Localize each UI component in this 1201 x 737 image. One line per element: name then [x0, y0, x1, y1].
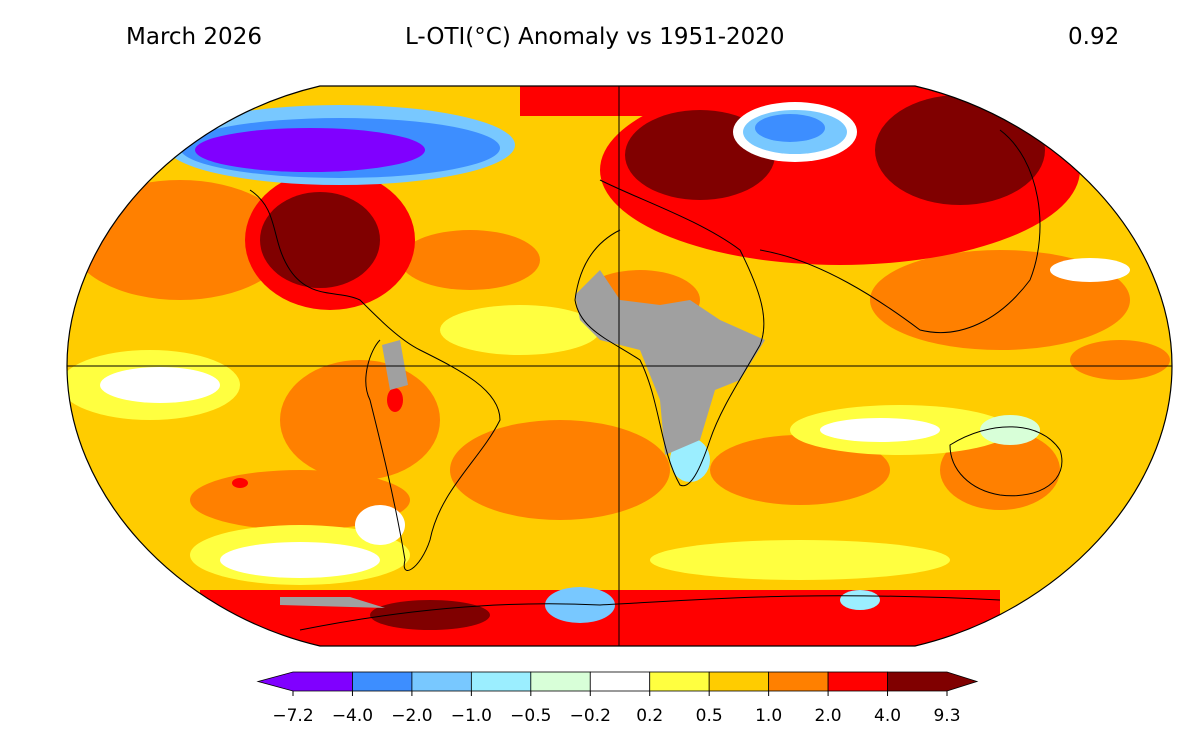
coastlines [249, 129, 1063, 631]
colorbar-tick-label: 2.0 [814, 706, 842, 726]
colorbar-tick-label: −4.0 [331, 706, 374, 726]
colorbar-tick-label: 4.0 [874, 706, 902, 726]
colorbar-segment [827, 671, 888, 692]
colorbar-tick-label: −1.0 [450, 706, 492, 726]
colorbar-segment [530, 671, 591, 692]
colorbar-segment [649, 671, 710, 692]
colorbar-tick-label: 0.5 [695, 706, 723, 726]
colorbar-segment [589, 671, 651, 692]
colorbar-segment [352, 671, 413, 692]
colorbar [256, 671, 979, 696]
map-title: L-OTI(°C) Anomaly vs 1951-2020 [405, 24, 785, 50]
colorbar-tick-label: −0.2 [569, 706, 611, 726]
colorbar-segment [411, 671, 472, 692]
colorbar-segment [470, 671, 532, 692]
no-data-africa [575, 270, 765, 455]
colorbar-segment [887, 671, 979, 692]
colorbar-tick-label: 9.3 [933, 706, 961, 726]
colorbar-segment [768, 671, 829, 692]
colorbar-segment [256, 671, 353, 692]
colorbar-tick-label: −2.0 [391, 706, 433, 726]
no-data-south-america [382, 340, 408, 390]
colorbar-tick-label: 1.0 [755, 706, 783, 726]
colorbar-tick-label: −7.2 [272, 706, 314, 726]
anomaly-white-regions [100, 258, 1130, 578]
colorbar-segment [708, 671, 770, 692]
global-mean-value: 0.92 [1068, 24, 1120, 50]
colorbar-tick-label: 0.2 [636, 706, 664, 726]
date-label: March 2026 [126, 24, 262, 50]
colorbar-tick-label: −0.5 [510, 706, 552, 726]
no-data-antarctica [280, 597, 385, 608]
anomaly-cold-regions [165, 102, 1040, 623]
